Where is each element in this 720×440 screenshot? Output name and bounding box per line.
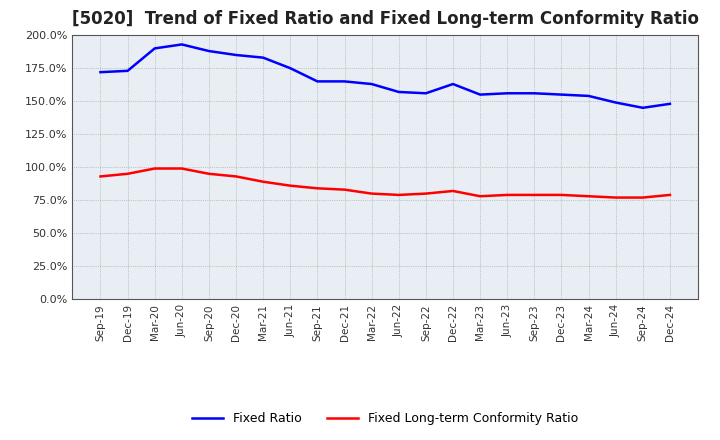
Fixed Ratio [123, 68, 132, 73]
Fixed Long-term Conformity Ratio [665, 192, 674, 198]
Fixed Ratio [150, 46, 159, 51]
Fixed Long-term Conformity Ratio [123, 171, 132, 176]
Fixed Ratio [367, 81, 376, 87]
Fixed Ratio [449, 81, 457, 87]
Fixed Long-term Conformity Ratio [178, 166, 186, 171]
Fixed Ratio [503, 91, 511, 96]
Fixed Long-term Conformity Ratio [286, 183, 294, 188]
Fixed Ratio [530, 91, 539, 96]
Fixed Ratio [313, 79, 322, 84]
Line: Fixed Ratio: Fixed Ratio [101, 44, 670, 108]
Fixed Long-term Conformity Ratio [530, 192, 539, 198]
Fixed Long-term Conformity Ratio [204, 171, 213, 176]
Fixed Long-term Conformity Ratio [150, 166, 159, 171]
Fixed Long-term Conformity Ratio [611, 195, 620, 200]
Fixed Long-term Conformity Ratio [367, 191, 376, 196]
Fixed Long-term Conformity Ratio [476, 194, 485, 199]
Fixed Ratio [557, 92, 566, 97]
Line: Fixed Long-term Conformity Ratio: Fixed Long-term Conformity Ratio [101, 169, 670, 198]
Fixed Long-term Conformity Ratio [313, 186, 322, 191]
Fixed Long-term Conformity Ratio [232, 174, 240, 179]
Fixed Ratio [341, 79, 349, 84]
Fixed Long-term Conformity Ratio [259, 179, 268, 184]
Fixed Ratio [395, 89, 403, 95]
Fixed Ratio [232, 52, 240, 58]
Fixed Long-term Conformity Ratio [421, 191, 430, 196]
Fixed Long-term Conformity Ratio [557, 192, 566, 198]
Fixed Ratio [178, 42, 186, 47]
Fixed Long-term Conformity Ratio [584, 194, 593, 199]
Fixed Ratio [286, 66, 294, 71]
Fixed Long-term Conformity Ratio [639, 195, 647, 200]
Fixed Ratio [611, 100, 620, 105]
Title: [5020]  Trend of Fixed Ratio and Fixed Long-term Conformity Ratio: [5020] Trend of Fixed Ratio and Fixed Lo… [72, 10, 698, 28]
Fixed Ratio [584, 93, 593, 99]
Fixed Long-term Conformity Ratio [395, 192, 403, 198]
Fixed Ratio [259, 55, 268, 60]
Fixed Ratio [665, 101, 674, 106]
Fixed Ratio [204, 48, 213, 54]
Fixed Ratio [639, 105, 647, 110]
Fixed Ratio [96, 70, 105, 75]
Fixed Ratio [421, 91, 430, 96]
Fixed Long-term Conformity Ratio [341, 187, 349, 192]
Legend: Fixed Ratio, Fixed Long-term Conformity Ratio: Fixed Ratio, Fixed Long-term Conformity … [187, 407, 583, 430]
Fixed Long-term Conformity Ratio [96, 174, 105, 179]
Fixed Long-term Conformity Ratio [449, 188, 457, 194]
Fixed Ratio [476, 92, 485, 97]
Fixed Long-term Conformity Ratio [503, 192, 511, 198]
